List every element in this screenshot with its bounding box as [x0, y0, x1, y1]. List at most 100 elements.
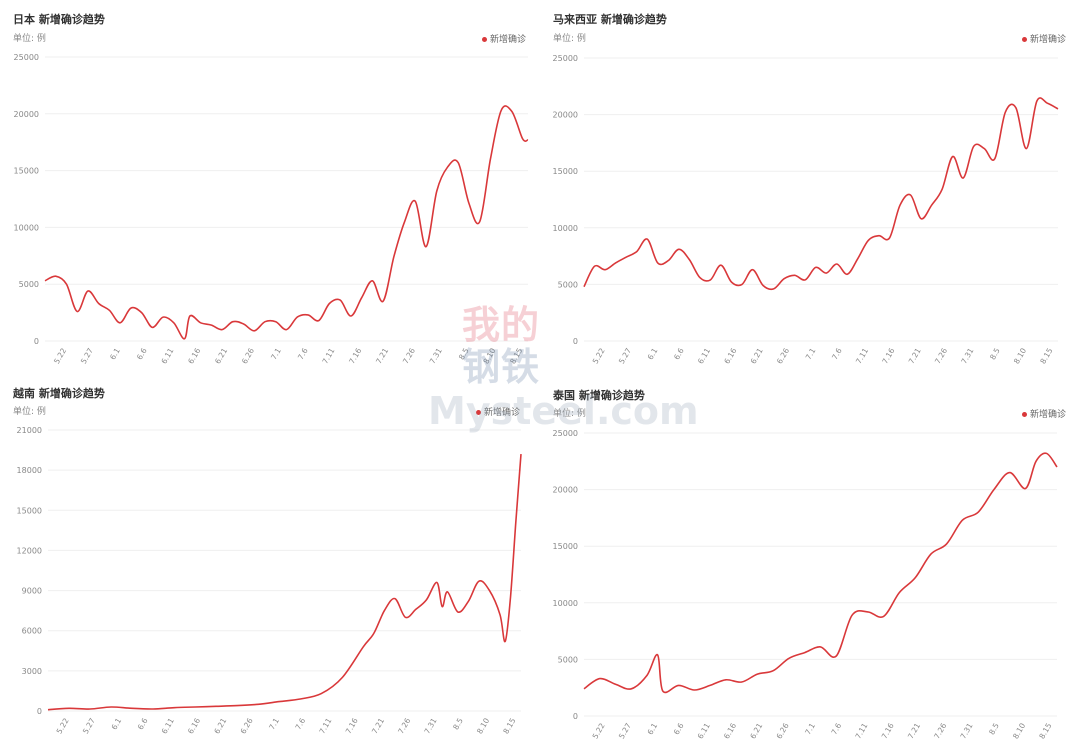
x-tick-label: 5.22 — [591, 721, 607, 740]
x-tick-label: 7.6 — [830, 346, 844, 361]
x-tick-label: 5.27 — [617, 346, 633, 365]
x-tick-label: 6.26 — [239, 716, 255, 735]
y-tick-label: 25000 — [553, 429, 578, 438]
x-tick-label: 5.27 — [81, 716, 97, 735]
legend-marker — [475, 410, 481, 415]
x-tick-label: 7.21 — [374, 346, 390, 365]
chart-panel-japan: 日本 新增确诊趋势 单位: 例 新增确诊 25000 20000 15000 1000… — [0, 0, 540, 373]
x-tick-label: 7.16 — [880, 346, 896, 365]
x-tick-label: 8.10 — [1011, 721, 1027, 740]
y-tick-label: 10000 — [553, 224, 578, 233]
x-tick-label: 6.1 — [646, 721, 660, 736]
y-tick-label: 20000 — [14, 110, 39, 119]
legend: 新增确诊 — [1021, 407, 1066, 420]
legend: 新增确诊 — [475, 405, 520, 418]
series-line — [583, 97, 1059, 291]
y-tick-label: 15000 — [553, 167, 578, 176]
chart-title: 泰国 新增确诊趋势 — [553, 389, 645, 402]
y-tick-label: 21000 — [17, 426, 42, 435]
chart-plot: 25000 20000 15000 10000 5000 0 5.22 5.27 6.1 6.6 6… — [553, 54, 1059, 365]
x-tick-label: 7.16 — [344, 716, 360, 735]
x-tick-label: 6.26 — [775, 721, 791, 740]
series-line — [47, 454, 522, 711]
chart-title: 马来西亚 新增确诊趋势 — [553, 13, 667, 26]
x-tick-label: 8.15 — [1037, 721, 1053, 740]
x-tick-label: 7.26 — [932, 721, 948, 740]
x-tick-label: 7.26 — [396, 716, 412, 735]
y-tick-label: 18000 — [17, 466, 42, 475]
x-tick-label: 7.31 — [959, 346, 975, 365]
x-tick-label: 6.21 — [748, 721, 764, 740]
x-tick-label: 8.5 — [987, 721, 1001, 736]
y-tick-label: 20000 — [553, 111, 578, 120]
x-tick-label: 6.1 — [108, 346, 122, 361]
chart-title: 日本 新增确诊趋势 — [13, 13, 105, 26]
x-tick-label: 8.15 — [508, 346, 524, 365]
x-tick-label: 7.6 — [293, 716, 307, 731]
x-tick-label: 6.1 — [110, 716, 124, 731]
unit-label: 单位: 例 — [13, 34, 46, 44]
unit-label: 单位: 例 — [13, 407, 46, 417]
x-tick-label: 6.21 — [212, 716, 228, 735]
x-tick-label: 6.26 — [775, 346, 791, 365]
legend-marker — [1021, 37, 1027, 42]
x-tick-label: 6.1 — [646, 346, 660, 361]
y-tick-label: 15000 — [17, 506, 42, 515]
x-tick-label: 7.26 — [401, 346, 417, 365]
x-tick-label: 7.6 — [829, 721, 843, 736]
x-tick-label: 8.10 — [481, 346, 497, 365]
chart-plot: 25000 20000 15000 10000 5000 0 5.22 5.27 6.1 6.6 6… — [14, 53, 529, 365]
x-tick-label: 6.21 — [213, 346, 229, 365]
x-tick-label: 6.26 — [240, 346, 256, 365]
chart-panel-vietnam: 越南 新增确诊趋势 单位: 例 新增确诊 21000 18000 15000 1200… — [0, 373, 540, 746]
x-tick-label: 5.27 — [617, 721, 633, 740]
legend: 新增确诊 — [481, 32, 526, 45]
x-tick-label: 6.6 — [135, 346, 149, 361]
x-tick-label: 6.11 — [159, 346, 175, 365]
y-tick-label: 25000 — [14, 53, 39, 62]
x-tick-label: 7.31 — [958, 721, 974, 740]
chart-panel-malaysia: 马来西亚 新增确诊趋势 单位: 例 新增确诊 25000 20000 15000 10… — [540, 0, 1080, 373]
chart-panel-thailand: 泰国 新增确诊趋势 单位: 例 新增确诊 25000 20000 15000 1000… — [540, 373, 1080, 746]
series-line — [44, 105, 529, 340]
x-tick-label: 7.26 — [933, 346, 949, 365]
x-tick-label: 8.5 — [988, 346, 1002, 361]
x-tick-label: 6.16 — [722, 346, 738, 365]
y-tick-label: 3000 — [22, 667, 42, 676]
y-tick-label: 5000 — [558, 280, 578, 289]
x-tick-label: 6.16 — [186, 716, 202, 735]
legend-label: 新增确诊 — [1029, 410, 1066, 420]
x-tick-label: 7.11 — [317, 716, 333, 735]
x-tick-label: 7.1 — [269, 346, 283, 361]
y-tick-label: 15000 — [553, 542, 578, 551]
x-tick-label: 8.5 — [457, 346, 471, 361]
legend-marker — [481, 37, 487, 42]
y-tick-label: 0 — [34, 337, 39, 346]
legend-marker — [1021, 412, 1027, 417]
x-tick-label: 7.31 — [422, 716, 438, 735]
unit-label: 单位: 例 — [553, 409, 586, 419]
legend: 新增确诊 — [1021, 32, 1066, 45]
x-tick-label: 6.16 — [186, 346, 202, 365]
x-tick-label: 7.21 — [906, 721, 922, 740]
y-tick-label: 0 — [573, 712, 578, 721]
x-tick-label: 6.6 — [672, 346, 686, 361]
x-tick-label: 8.15 — [501, 716, 517, 735]
x-tick-label: 6.11 — [696, 721, 712, 740]
chart-title: 越南 新增确诊趋势 — [13, 387, 105, 400]
y-tick-label: 9000 — [22, 587, 42, 596]
x-tick-label: 8.5 — [451, 716, 465, 731]
y-tick-label: 12000 — [17, 546, 42, 555]
x-tick-label: 5.22 — [55, 716, 71, 735]
y-tick-label: 25000 — [553, 54, 578, 63]
x-tick-label: 5.22 — [52, 346, 68, 365]
y-tick-label: 5000 — [558, 655, 578, 664]
x-tick-label: 8.10 — [1012, 346, 1028, 365]
x-tick-label: 6.6 — [136, 716, 150, 731]
x-tick-label: 7.1 — [804, 346, 818, 361]
x-tick-label: 8.10 — [475, 716, 491, 735]
unit-label: 单位: 例 — [553, 34, 586, 44]
legend-label: 新增确诊 — [1029, 35, 1066, 45]
x-tick-label: 8.15 — [1038, 346, 1054, 365]
x-tick-label: 7.16 — [880, 721, 896, 740]
